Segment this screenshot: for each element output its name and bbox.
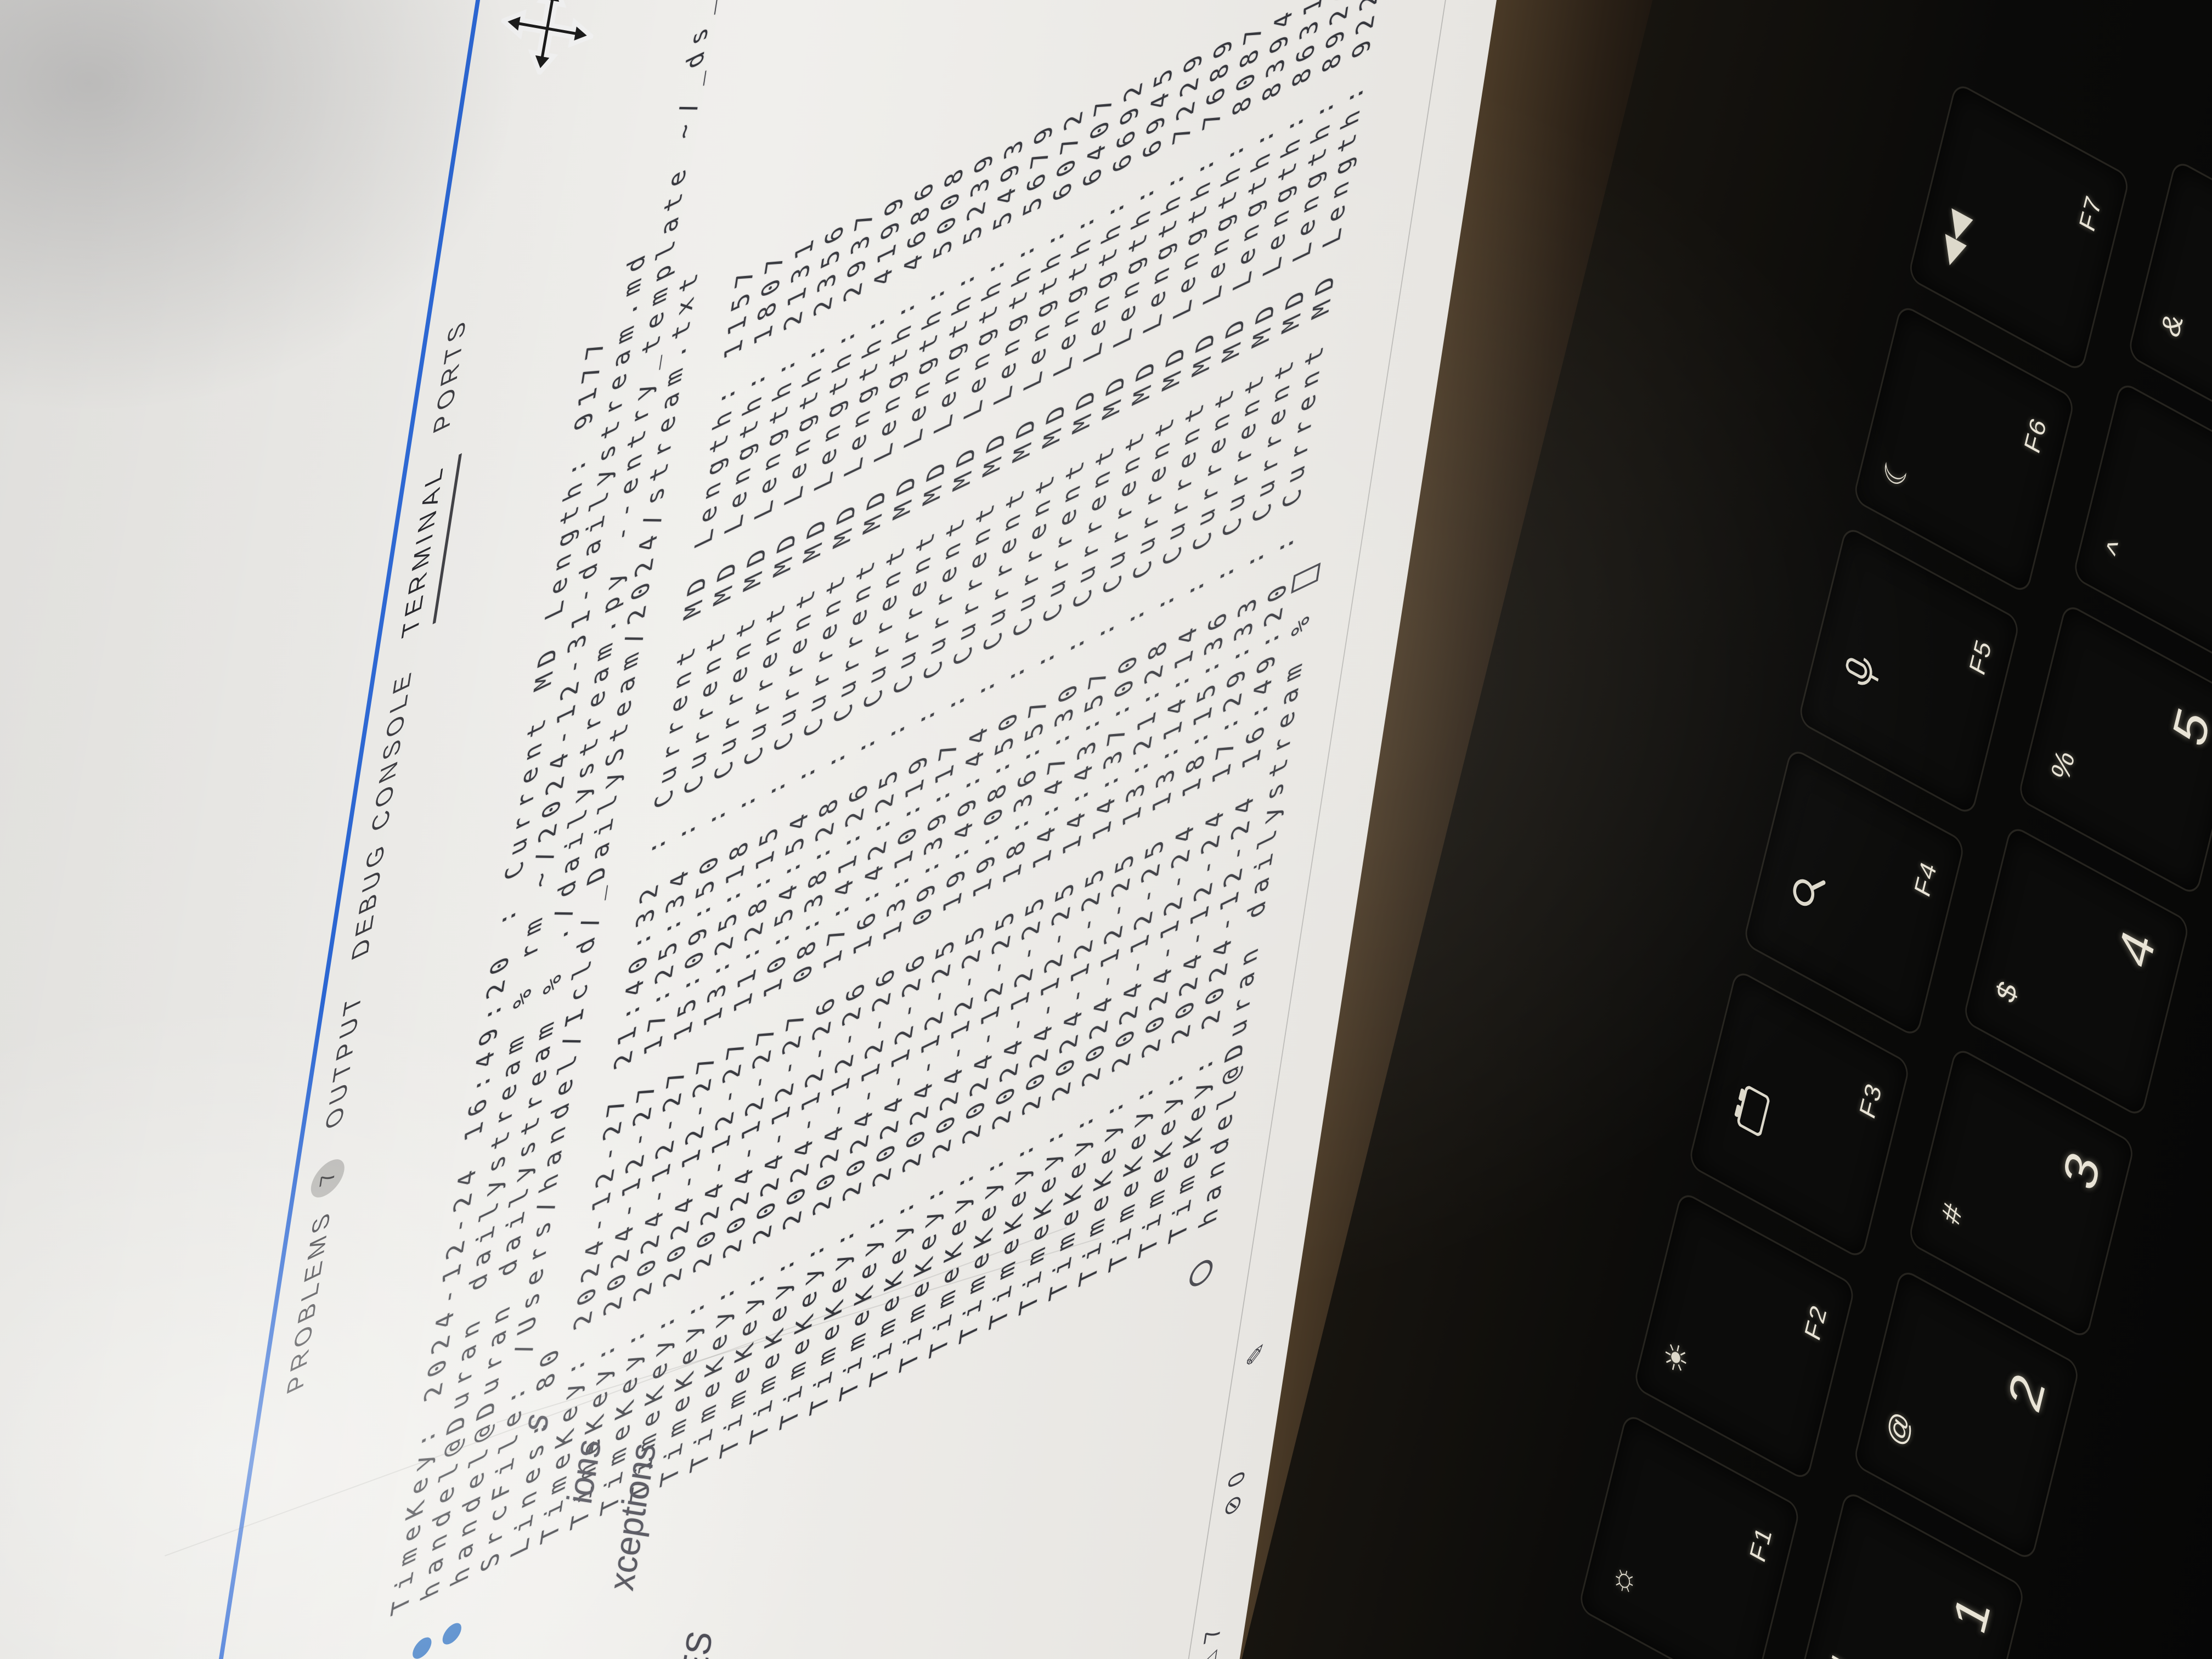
rewind-icon: ◀◀ (1932, 204, 1976, 273)
brightness-low-icon: ☼ (1601, 1555, 1641, 1604)
key-digit: 4 (2108, 921, 2165, 978)
pencil-icon: ✎ (1242, 1338, 1271, 1370)
key-label: F5 (1965, 634, 1997, 680)
warning-icon: ⚠ (1194, 1645, 1223, 1659)
key-shift-symbol: @ (1881, 1406, 1917, 1452)
key-shift-symbol: ^ (2101, 535, 2132, 565)
key-label: F7 (2074, 190, 2107, 236)
key-label: F4 (1910, 855, 1942, 902)
status-edit-indicator[interactable]: ✎ (1242, 1338, 1271, 1370)
key-shift-symbol: & (2155, 307, 2189, 343)
move-cursor-icon (493, 0, 604, 83)
function-key-row: ☼ F1 ☀ F2 F3 F4 F5 ☾ F6 ◀◀ F7 (1560, 0, 2135, 1659)
status-errors[interactable]: ⊘ 0 (1218, 1466, 1251, 1522)
key-shift-symbol: # (1936, 1198, 1968, 1230)
key-digit: 1 (1943, 1586, 2000, 1643)
key-digit: 2 (1998, 1364, 2055, 1421)
key-f3[interactable]: F3 (1687, 968, 1911, 1261)
key-shift-symbol: ! (1826, 1650, 1857, 1659)
brightness-high-icon: ☀ (1657, 1334, 1696, 1382)
key-shift-symbol: $ (1991, 976, 2023, 1008)
key-shift-symbol: % (2046, 744, 2081, 787)
slashed-circle-icon: ⊘ (1218, 1489, 1247, 1522)
key-label: F2 (1800, 1299, 1832, 1345)
key-f4[interactable]: F4 (1742, 746, 1966, 1039)
warning-count: 7 (1198, 1622, 1226, 1648)
key-label: F3 (1855, 1077, 1887, 1124)
key-digit: 5 (2163, 699, 2212, 755)
key-digit: 3 (2053, 1142, 2110, 1199)
key-f5[interactable]: F5 (1797, 524, 2021, 817)
key-label: F6 (2019, 411, 2052, 458)
moon-icon: ☾ (1877, 447, 1916, 495)
error-count: 0 (1222, 1466, 1250, 1492)
status-warnings[interactable]: ⚠ 7 (1194, 1622, 1227, 1659)
key-label: F1 (1745, 1521, 1778, 1567)
